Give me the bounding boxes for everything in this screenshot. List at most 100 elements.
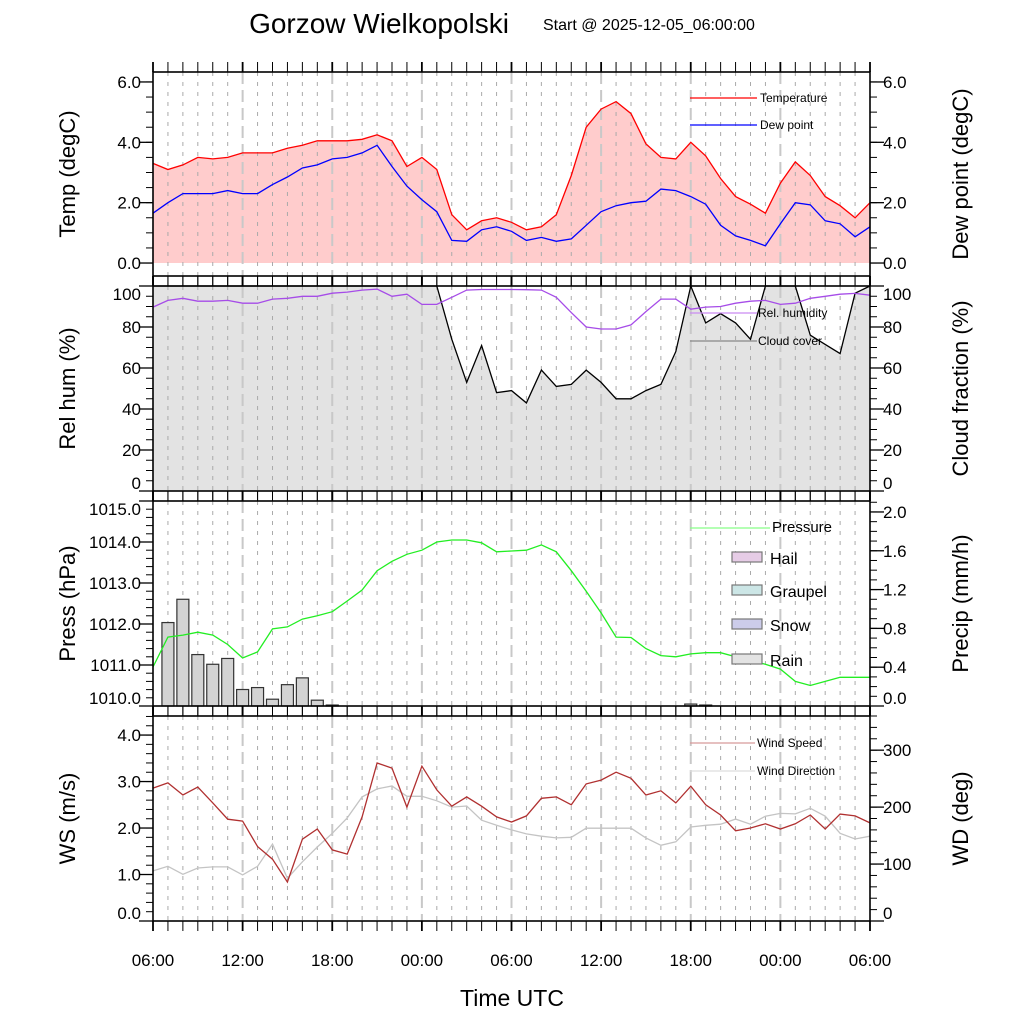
y-tick-label: 1.6: [883, 542, 907, 561]
legend-pressure: Pressure Hail Graupel Snow Rain: [690, 519, 832, 670]
x-axis-label: Time UTC: [460, 985, 564, 1011]
y-tick-label: 0.0: [117, 254, 141, 273]
series-line-dew-point: [152, 144, 871, 247]
bar-rain: [265, 698, 280, 707]
legend-temperature: Temperature Dew point: [690, 91, 828, 132]
y-tick-label: 2.0: [883, 503, 907, 522]
chart-panels: 0.0 2.0 4.0 6.0 0.0 2.0 4.0 6.0 Temp (degC) Dew p…: [55, 62, 973, 970]
legend-label: Rain: [770, 653, 803, 670]
y-tick-label: 0.0: [883, 254, 907, 273]
panel-pressure: 1010.0 1011.0 1012.0 1013.0 1014.0 1015.0 0.0 0…: [55, 491, 973, 716]
bar-rain: [295, 677, 309, 707]
right-axis-label: Cloud fraction (%): [948, 300, 973, 476]
legend-label: Snow: [770, 618, 810, 635]
y-tick-label: 6.0: [883, 73, 907, 92]
legend-label: Wind Speed: [757, 736, 822, 750]
y-tick-label: 1.0: [117, 866, 141, 885]
y-tick-label: 1015.0: [89, 500, 141, 519]
legend-wind: Wind Speed Wind Direction: [690, 736, 835, 778]
y-tick-label: 0: [132, 474, 141, 493]
left-axis-label: Rel hum (%): [55, 327, 80, 449]
left-axis-label: WS (m/s): [55, 773, 80, 865]
y-tick-label: 0: [883, 904, 892, 923]
series-line-wind-direction: [152, 785, 871, 880]
left-axis-label: Press (hPa): [55, 545, 80, 661]
y-tick-label: 2.0: [883, 194, 907, 213]
panel-temperature: 0.0 2.0 4.0 6.0 0.0 2.0 4.0 6.0 Temp (degC) Dew p…: [55, 62, 973, 286]
bar-rain: [236, 688, 250, 707]
x-tick-label: 18:00: [311, 951, 354, 970]
legend-label: Graupel: [770, 584, 827, 601]
bar-rain: [221, 657, 235, 707]
y-tick-label: 60: [122, 359, 141, 378]
bar-rain: [206, 663, 220, 707]
right-axis-label: Precip (mm/h): [948, 534, 973, 672]
y-tick-label: 0: [883, 474, 892, 493]
y-tick-label: 0.0: [883, 689, 907, 708]
legend-box-swatch: [731, 551, 763, 563]
bar-rain: [161, 621, 175, 707]
bar-rain: [280, 684, 295, 707]
series-line-rel-humidity: [152, 288, 871, 330]
bar-rain: [191, 653, 205, 707]
y-tick-label: 4.0: [117, 133, 141, 152]
legend-box-swatch: [731, 653, 763, 665]
y-tick-label: 6.0: [117, 73, 141, 92]
y-tick-label: 2.0: [117, 819, 141, 838]
y-tick-label: 1010.0: [89, 689, 141, 708]
y-tick-label: 1011.0: [90, 656, 141, 675]
right-axis-label: Dew point (degC): [948, 88, 973, 259]
x-tick-label: 12:00: [580, 951, 623, 970]
y-tick-label: 1012.0: [89, 615, 141, 634]
panel-wind: 0.0 1.0 2.0 3.0 4.0 0 100 200 300 WS (m/s) WD (deg…: [55, 706, 973, 931]
series-line-wind-speed: [152, 762, 871, 884]
y-tick-label: 300: [883, 741, 911, 760]
x-tick-label: 00:00: [401, 951, 444, 970]
chart-subtitle: Start @ 2025-12-05_06:00:00: [543, 17, 755, 34]
x-tick-label: 18:00: [669, 951, 712, 970]
series-line-temperature: [152, 100, 871, 231]
y-tick-label: 0.8: [883, 619, 907, 638]
left-axis-label: Temp (degC): [55, 110, 80, 237]
right-axis-label: WD (deg): [948, 771, 973, 865]
bar-rain: [310, 699, 324, 707]
legend-label: Cloud cover: [758, 334, 822, 348]
y-tick-label: 200: [883, 798, 911, 817]
y-tick-label: 60: [883, 359, 902, 378]
y-tick-label: 40: [883, 400, 902, 419]
legend-label: Rel. humidity: [758, 306, 827, 320]
panel-humidity: 0 20 40 60 80 100 0 20 40 60 80 100 Rel hum (%) Cloud…: [55, 276, 973, 501]
y-tick-label: 20: [883, 441, 902, 460]
legend-box-swatch: [731, 584, 763, 596]
x-tick-label: 06:00: [132, 951, 175, 970]
x-tick-label: 06:00: [849, 951, 892, 970]
y-tick-label: 1014.0: [89, 533, 141, 552]
chart-title: Gorzow Wielkopolski: [249, 8, 509, 39]
legend-label: Temperature: [760, 91, 828, 105]
x-tick-label: 00:00: [759, 951, 802, 970]
panel-background: [153, 501, 870, 706]
y-tick-label: 3.0: [117, 773, 141, 792]
y-tick-label: 1.2: [883, 581, 907, 600]
legend-box-swatch: [731, 618, 763, 630]
y-tick-label: 80: [883, 318, 902, 337]
bar-rain: [176, 598, 190, 707]
y-tick-label: 0.4: [883, 658, 907, 677]
y-tick-label: 0.0: [117, 904, 141, 923]
legend-label: Dew point: [760, 118, 814, 132]
y-tick-label: 1013.0: [89, 574, 141, 593]
legend-label: Wind Direction: [757, 764, 835, 778]
y-tick-label: 4.0: [117, 726, 141, 745]
legend-humidity: Rel. humidity Cloud cover: [690, 306, 827, 348]
legend-label: Pressure: [772, 519, 832, 536]
y-tick-label: 40: [122, 400, 141, 419]
bar-rain: [250, 686, 265, 707]
y-tick-label: 80: [122, 318, 141, 337]
y-tick-label: 100: [883, 285, 911, 304]
y-tick-label: 100: [883, 855, 911, 874]
y-tick-label: 20: [122, 441, 141, 460]
x-tick-label: 12:00: [221, 951, 264, 970]
y-tick-label: 100: [113, 285, 141, 304]
y-tick-label: 4.0: [883, 133, 907, 152]
